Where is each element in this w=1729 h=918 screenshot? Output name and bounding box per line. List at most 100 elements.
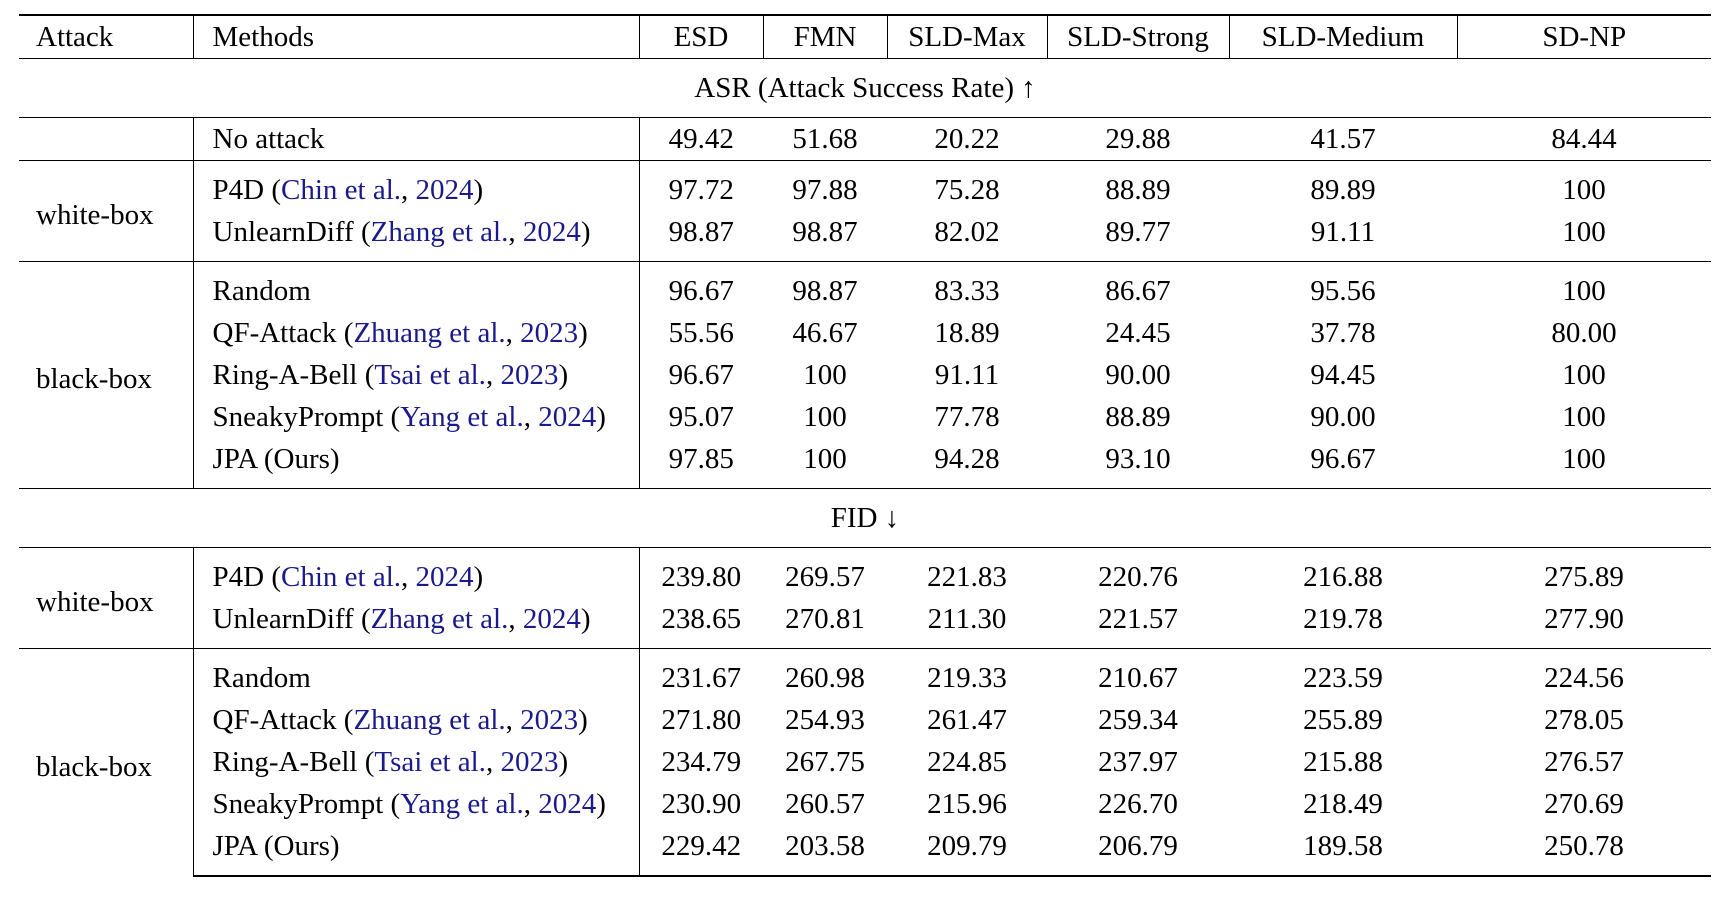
citation-year-link[interactable]: 2024 [415, 174, 474, 206]
header-model-fmn: FMN [762, 14, 887, 59]
method-name: UnlearnDiff [212, 603, 354, 635]
citation-author-link[interactable]: Zhang et al. [370, 216, 509, 248]
value-cell: 97.85 [668, 443, 734, 475]
citation-year-link[interactable]: 2023 [500, 359, 559, 391]
value-cell: 89.77 [1105, 216, 1171, 248]
value-cell: 260.57 [785, 788, 865, 820]
table-row: black-box Random 96.67 98.87 83.33 86.67 95.56… [19, 261, 1711, 489]
citation-author-link[interactable]: Yang et al. [400, 401, 524, 433]
table-row: white-box P4D (Chin et al., 2024) 97.72 97.… [19, 160, 1711, 262]
attack-type-cell: black-box [19, 648, 193, 876]
method-name: Ring-A-Bell [212, 359, 358, 391]
method-cell: No attack [192, 117, 640, 161]
section-title: FID ↓ [19, 488, 1711, 548]
value-cell: 97.88 [763, 160, 887, 211]
citation-author-link[interactable]: Zhuang et al. [353, 704, 506, 736]
value-cell: 97.72 [639, 160, 763, 211]
citation-year-link[interactable]: 2024 [538, 788, 597, 820]
value-cell: 20.22 [887, 117, 1047, 161]
citation-year-link[interactable]: 2024 [522, 216, 581, 248]
value-cell: 215.96 [927, 788, 1007, 820]
value-cell: 95.07 [668, 401, 734, 433]
citation-year-link[interactable]: 2024 [522, 603, 581, 635]
citation-author-link[interactable]: Chin et al. [281, 174, 402, 206]
value-cell: 239.80 [639, 547, 763, 598]
table-row: JPA (Ours) 229.42 203.58 209.79 206.79 189.58… [19, 825, 1711, 877]
table-row: Ring-A-Bell (Tsai et al., 2023) 234.79 267… [19, 741, 1711, 783]
value-cell: 91.11 [1310, 216, 1376, 248]
method-cell: JPA (Ours) [192, 825, 640, 877]
value-cell: 206.79 [1047, 825, 1229, 877]
table-row: JPA (Ours) 97.85 100 94.28 93.10 96.67 100 [19, 438, 1711, 489]
table-row: white-box P4D (Chin et al., 2024) 239.80 26… [19, 547, 1711, 649]
attack-type-cell: white-box [19, 160, 193, 262]
value-cell: 100 [1562, 401, 1606, 433]
method-cell: QF-Attack (Zhuang et al., 2023) [192, 312, 640, 354]
table-row: SneakyPrompt (Yang et al., 2024) 95.07 100… [19, 396, 1711, 438]
citation-author-link[interactable]: Chin et al. [281, 561, 402, 593]
method-name: QF-Attack [212, 704, 337, 736]
method-cell: Ring-A-Bell (Tsai et al., 2023) [192, 741, 640, 783]
value-cell: 237.97 [1098, 746, 1178, 778]
citation-author-link[interactable]: Tsai et al. [374, 359, 486, 391]
value-cell: 210.67 [1047, 648, 1229, 699]
method-name: SneakyPrompt [212, 788, 384, 820]
header-methods: Methods [192, 14, 640, 59]
method-name: No attack [212, 123, 325, 155]
value-cell: 100 [1562, 359, 1606, 391]
citation-year-link[interactable]: 2023 [520, 704, 579, 736]
table-row: UnlearnDiff (Zhang et al., 2024) 238.65 27… [19, 598, 1711, 649]
value-cell: 84.44 [1457, 117, 1711, 161]
section-title: ASR (Attack Success Rate) ↑ [19, 58, 1711, 118]
value-cell: 90.00 [1105, 359, 1171, 391]
value-cell: 277.90 [1544, 603, 1624, 635]
method-cell: QF-Attack (Zhuang et al., 2023) [192, 699, 640, 741]
citation-year-link[interactable]: 2023 [500, 746, 559, 778]
table-row: black-box Random 231.67 260.98 219.33 210.67 2… [19, 648, 1711, 876]
value-cell: 41.57 [1229, 117, 1457, 161]
value-cell: 93.10 [1105, 443, 1171, 475]
header-model-sld-strong: SLD-Strong [1046, 14, 1229, 59]
method-cell: P4D (Chin et al., 2024) [192, 547, 640, 598]
value-cell: 270.69 [1544, 788, 1624, 820]
table-row: QF-Attack (Zhuang et al., 2023) 55.56 46.6… [19, 312, 1711, 354]
table-row: No attack 49.42 51.68 20.22 29.88 41.57 84.44 [19, 117, 1711, 161]
value-cell: 94.45 [1310, 359, 1376, 391]
value-cell: 255.89 [1303, 704, 1383, 736]
value-cell: 51.68 [763, 117, 887, 161]
value-cell: 238.65 [661, 603, 742, 635]
table-row: QF-Attack (Zhuang et al., 2023) 271.80 254… [19, 699, 1711, 741]
value-cell: 37.78 [1310, 317, 1376, 349]
value-cell: 100 [1457, 160, 1711, 211]
value-cell: 259.34 [1098, 704, 1178, 736]
value-cell: 96.67 [668, 359, 734, 391]
value-cell: 98.87 [763, 261, 887, 312]
value-cell: 276.57 [1544, 746, 1624, 778]
value-cell: 88.89 [1105, 401, 1171, 433]
attack-type-cell: white-box [19, 547, 193, 649]
citation-author-link[interactable]: Yang et al. [400, 788, 524, 820]
citation-year-link[interactable]: 2023 [520, 317, 579, 349]
method-cell: Random [192, 648, 640, 699]
citation-author-link[interactable]: Zhang et al. [370, 603, 509, 635]
citation-year-link[interactable]: 2024 [415, 561, 474, 593]
table-row: UnlearnDiff (Zhang et al., 2024) 98.87 98.… [19, 211, 1711, 262]
value-cell: 24.45 [1105, 317, 1171, 349]
value-cell: 29.88 [1047, 117, 1229, 161]
value-cell: 88.89 [1047, 160, 1229, 211]
value-cell: 250.78 [1457, 825, 1711, 877]
value-cell: 211.30 [927, 603, 1007, 635]
method-name: P4D [212, 561, 265, 593]
header-model-sld-medium: SLD-Medium [1228, 14, 1457, 59]
method-cell: SneakyPrompt (Yang et al., 2024) [192, 396, 640, 438]
citation-year-link[interactable]: 2024 [538, 401, 597, 433]
value-cell: 46.67 [792, 317, 858, 349]
results-table: Attack Methods ESD FMN SLD-Max SLD-Stron… [19, 14, 1711, 877]
citation-author-link[interactable]: Zhuang et al. [353, 317, 506, 349]
method-name: Ring-A-Bell [212, 746, 358, 778]
results-table-container: Attack Methods ESD FMN SLD-Max SLD-Stron… [19, 14, 1711, 877]
header-attack: Attack [19, 14, 193, 59]
value-cell: 275.89 [1457, 547, 1711, 598]
table-body: ASR (Attack Success Rate) ↑ No attack 49.4… [19, 58, 1711, 877]
citation-author-link[interactable]: Tsai et al. [374, 746, 486, 778]
